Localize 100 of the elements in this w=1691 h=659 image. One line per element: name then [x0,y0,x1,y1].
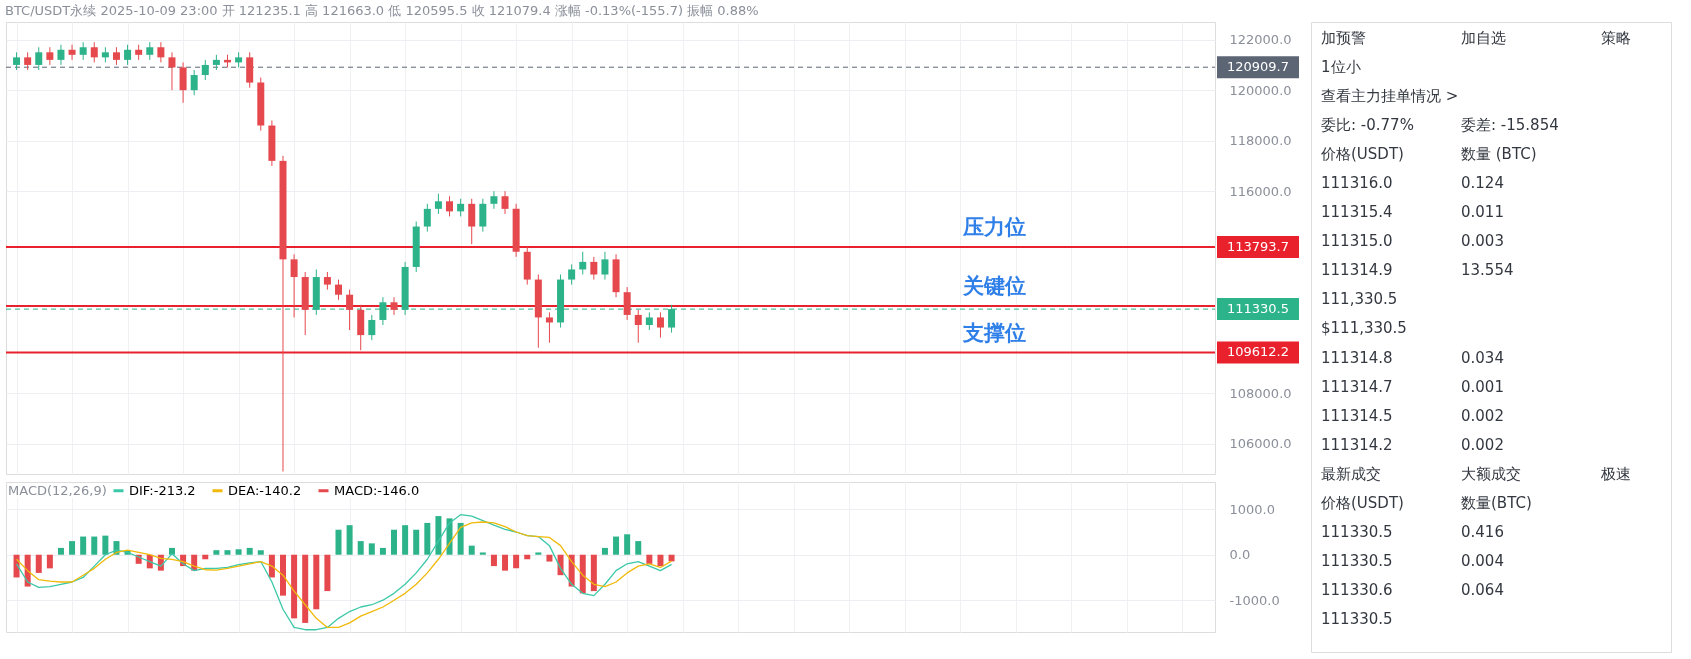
bar [213,550,220,555]
candlestick [57,44,65,66]
text: 111315.4 0.011 [1321,203,1504,222]
candlestick [446,195,454,217]
bar [635,541,642,555]
bar [91,536,98,555]
candlestick [346,289,354,331]
bar [490,554,497,567]
bar [335,529,342,555]
annotation: 支撑位 [962,320,1026,345]
bar [368,543,375,555]
text: 最新成交 大额成交 极速 [1321,464,1631,483]
bar [280,554,286,596]
candlestick [290,253,298,318]
bar [402,525,409,555]
candlestick [479,198,487,233]
candlestick [35,46,43,71]
candlestick [423,203,431,233]
text: 111315.0 0.003 [1321,232,1504,251]
ref-line-label: 120909.7 [1226,59,1290,75]
text: 0.416 [1461,522,1504,541]
annotation: 关键位 [962,274,1026,299]
bar [535,552,542,555]
candlestick [124,44,132,66]
text: 111330.5 [1321,609,1393,628]
candlestick [179,61,187,104]
candlestick [434,193,442,215]
bar [435,516,442,555]
text: 111330.6 0.064 [1321,580,1504,599]
text: 1位小 [1321,58,1361,77]
text: 111314.5 0.002 [1321,406,1504,425]
candlestick [545,311,553,344]
bar [313,554,320,610]
candlestick [601,251,609,281]
bar [513,554,520,569]
candlestick [68,44,76,61]
bar [424,522,431,555]
candlestick [590,256,598,281]
bar [646,554,653,564]
candlestick [579,251,587,276]
bar [46,554,53,569]
ref-line-label: 109612.2 [1226,344,1290,360]
candlestick [501,190,509,215]
text: 委比: -0.77% 委差: -15.854 [1321,116,1559,135]
bar [268,554,275,578]
ref-line-label: 113793.7 [1226,238,1290,254]
bar [257,550,264,555]
text: 111314.2 0.002 [1321,435,1504,454]
legend-title: MACD(12,26,9) [8,483,107,498]
bar [346,525,353,555]
candlestick [390,296,398,316]
text: 111314.9 13.554 [1321,261,1514,280]
y-tick-label: 1000.0 [1229,501,1275,517]
text: 加预警 加自选 策略 [1321,29,1631,47]
text: 价格(USDT) 数量(BTC) [1321,493,1532,512]
bar [224,550,231,555]
bar [357,541,364,555]
bar [624,534,631,555]
bar [246,547,253,555]
legend-label: MACD:-146.0 [334,482,420,498]
candlestick [634,309,642,344]
candlestick [190,69,198,96]
y-tick-label: 122000.0 [1229,32,1292,48]
text: 111314.7 0.001 [1321,377,1504,396]
y-tick-label: 120000.0 [1229,82,1292,98]
y-tick-label: 108000.0 [1229,385,1292,401]
y-tick-label: 116000.0 [1229,183,1292,199]
candlestick [157,41,165,63]
bar [35,554,42,573]
bar [413,529,420,555]
ref-line-label: 111330.5 [1226,301,1290,317]
bar [601,547,608,555]
chart-title: BTC/USDT永续 2025-10-09 23:00 开 121235.1 高 121663.0 低 120595.5 收 121079.4 涨幅 -0.13%(-155.7) 振幅 0.88% [5,3,759,18]
text: 查看主力挂单情况 > [1321,87,1459,106]
candlestick [468,198,476,245]
legend-label: DEA:-140.2 [228,482,302,498]
bar [379,547,386,555]
text: 111330.5 [1321,522,1393,541]
bar [102,535,109,555]
bar [668,554,675,562]
bar [457,522,464,555]
candlestick [656,311,664,339]
legend-label: DIF:-213.2 [129,482,196,498]
text: $111,330.5 [1321,319,1407,338]
bar [479,552,486,555]
candlestick [46,46,54,66]
y-tick-label: -1000.0 [1229,592,1280,608]
candlestick [368,314,376,341]
y-tick-label: 106000.0 [1229,436,1292,452]
bar [613,536,620,555]
bar [57,547,64,555]
candlestick [623,286,631,321]
candlestick [490,190,498,210]
bar [80,536,87,555]
annotation: 压力位 [962,215,1026,240]
text: 111316.0 0.124 [1321,174,1504,193]
bar [324,554,331,592]
text: 价格(USDT) 数量 (BTC) [1321,145,1537,164]
candlestick [90,41,98,63]
text: 111,330.5 [1321,290,1398,309]
